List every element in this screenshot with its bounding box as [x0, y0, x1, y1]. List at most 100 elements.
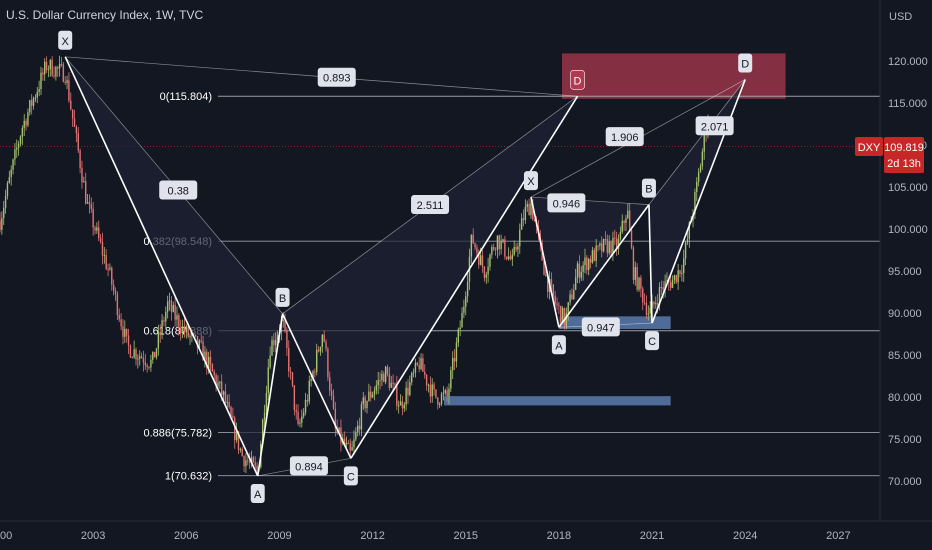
candle-body — [528, 203, 530, 216]
candle-body — [414, 362, 417, 373]
candle-body — [347, 442, 350, 444]
candle-body — [16, 147, 18, 150]
candle-body — [252, 457, 255, 463]
candle-body — [390, 382, 392, 388]
ratio-label-text: 2.511 — [417, 200, 444, 212]
point-label-text: X — [527, 176, 535, 188]
axis-currency-label: USD — [889, 11, 912, 23]
candle-body — [608, 241, 610, 253]
candle-body — [83, 181, 85, 183]
candle-body — [422, 358, 424, 372]
candle-body — [1, 218, 3, 230]
point-label-text: D — [574, 75, 582, 87]
candle-body — [640, 277, 642, 289]
candle-body — [491, 247, 493, 255]
candle-body — [466, 281, 469, 297]
candle-body — [21, 127, 24, 137]
candle-body — [168, 300, 171, 302]
candle-body — [533, 219, 536, 222]
point-label-box — [641, 178, 656, 198]
ratio-label-small_cd: 2.071 — [695, 116, 734, 136]
candle-body — [602, 238, 605, 252]
candle-body — [157, 332, 160, 349]
candle-body — [155, 348, 158, 358]
point-label-text: B — [645, 184, 652, 196]
candle-body — [53, 75, 55, 77]
time-tick-label: 2009 — [267, 530, 291, 542]
candle-body — [429, 384, 432, 397]
candle-body — [547, 274, 549, 292]
candle-body — [44, 61, 46, 75]
candle-body — [340, 427, 342, 444]
price-tick-label: 75.000 — [888, 434, 922, 446]
bar-countdown: 2d 13h — [887, 158, 921, 170]
candle-body — [299, 422, 301, 424]
candle-body — [353, 439, 355, 448]
candle-body — [677, 270, 679, 283]
candle-body — [286, 330, 288, 349]
candle-body — [261, 419, 264, 444]
candle-body — [256, 465, 258, 472]
point-label-text: D — [741, 58, 749, 70]
time-axis[interactable]: 2000 2003 2006 2009 2012 2015 2018 2021 2024 2027 — [0, 530, 851, 542]
candle-body — [49, 59, 52, 70]
candle-body — [239, 448, 242, 450]
candle-body — [412, 372, 415, 374]
candle-body — [314, 371, 316, 373]
ratio-label-box — [695, 116, 734, 136]
candle-body — [478, 253, 480, 265]
candle-body — [217, 382, 219, 386]
candle-body — [243, 456, 245, 467]
candle-body — [77, 133, 79, 151]
candle-body — [554, 295, 556, 304]
candle-body — [487, 266, 489, 275]
candle-body — [481, 255, 484, 268]
candle-body — [494, 249, 497, 251]
candle-body — [325, 341, 327, 349]
ratio-label-small_xb: 0.946 — [547, 193, 586, 213]
candle-body — [118, 315, 120, 320]
candle-body — [664, 281, 666, 290]
candle-body — [317, 349, 320, 352]
candle-body — [615, 238, 618, 249]
price-value: 109.819 — [884, 142, 924, 154]
candle-body — [595, 245, 597, 261]
candle-body — [435, 389, 437, 398]
candle-body — [207, 356, 210, 369]
candle-body — [81, 168, 83, 183]
pattern-point-x1: X — [58, 30, 73, 50]
candle-body — [276, 334, 279, 340]
candle-body — [55, 66, 57, 77]
candle-body — [180, 328, 182, 334]
candle-body — [601, 243, 603, 252]
candle-body — [204, 351, 206, 361]
candle-body — [42, 72, 44, 75]
pattern1-bcd-fill — [282, 96, 578, 459]
candle-body — [683, 258, 685, 273]
candle-body — [697, 172, 700, 182]
price-badge — [884, 137, 924, 173]
candle-body — [4, 196, 7, 208]
candle-body — [476, 247, 478, 254]
candle-body — [84, 181, 87, 204]
candle-body — [187, 326, 189, 337]
candle-body — [323, 334, 325, 342]
candle-body — [343, 438, 346, 446]
candle-body — [161, 320, 163, 334]
candle-body — [669, 282, 672, 288]
candle-body — [170, 300, 173, 312]
candle-body — [271, 340, 273, 356]
candle-body — [545, 274, 547, 276]
candle-body — [34, 97, 37, 99]
time-tick-label: 2015 — [454, 530, 478, 542]
symbol-label: DXY — [858, 142, 881, 154]
candle-body — [560, 306, 562, 323]
candle-body — [64, 81, 66, 83]
candle-body — [176, 315, 178, 320]
candle-body — [386, 366, 389, 375]
candle-body — [140, 356, 143, 359]
candle-body — [112, 284, 115, 291]
point-label-text: A — [254, 489, 262, 501]
candle-body — [459, 327, 461, 330]
